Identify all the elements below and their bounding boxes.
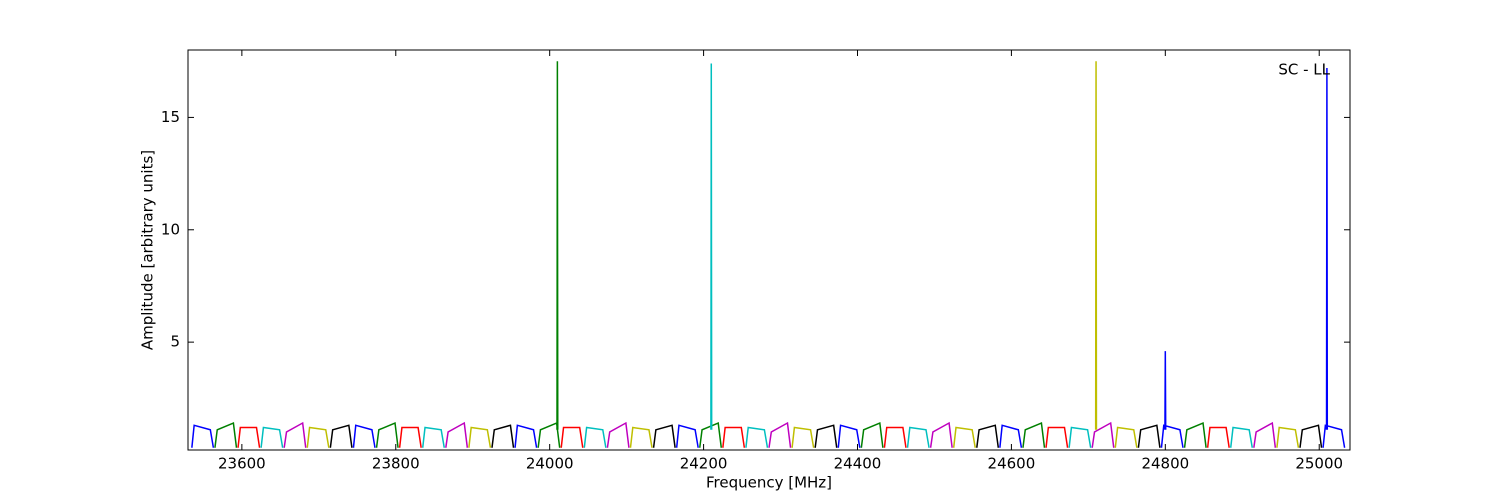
x-tick-label: 24200 — [680, 455, 728, 473]
series-line — [260, 63, 1254, 448]
series-line — [306, 61, 1300, 448]
y-tick-label: 15 — [161, 108, 180, 126]
annotation: SC - LL — [1278, 61, 1330, 79]
series-line — [237, 426, 1230, 448]
plot-frame — [187, 49, 1351, 451]
y-tick-label: 10 — [161, 220, 180, 238]
y-tick-label: 5 — [170, 333, 180, 351]
x-tick-label: 24400 — [834, 455, 882, 473]
x-tick-label: 23600 — [218, 455, 266, 473]
plot-lines — [191, 61, 1346, 448]
x-tick-label: 23800 — [372, 455, 420, 473]
y-axis-label: Amplitude [arbitrary units] — [139, 150, 157, 350]
x-tick-label: 24600 — [988, 455, 1036, 473]
x-tick-label: 25000 — [1295, 455, 1343, 473]
series-line — [329, 424, 1323, 448]
x-tick-label: 24800 — [1141, 455, 1189, 473]
series-line — [191, 67, 1346, 448]
series-line — [214, 61, 1207, 448]
series-line — [283, 421, 1277, 448]
x-tick-label: 24000 — [526, 455, 574, 473]
x-axis-label: Frequency [MHz] — [706, 474, 832, 492]
